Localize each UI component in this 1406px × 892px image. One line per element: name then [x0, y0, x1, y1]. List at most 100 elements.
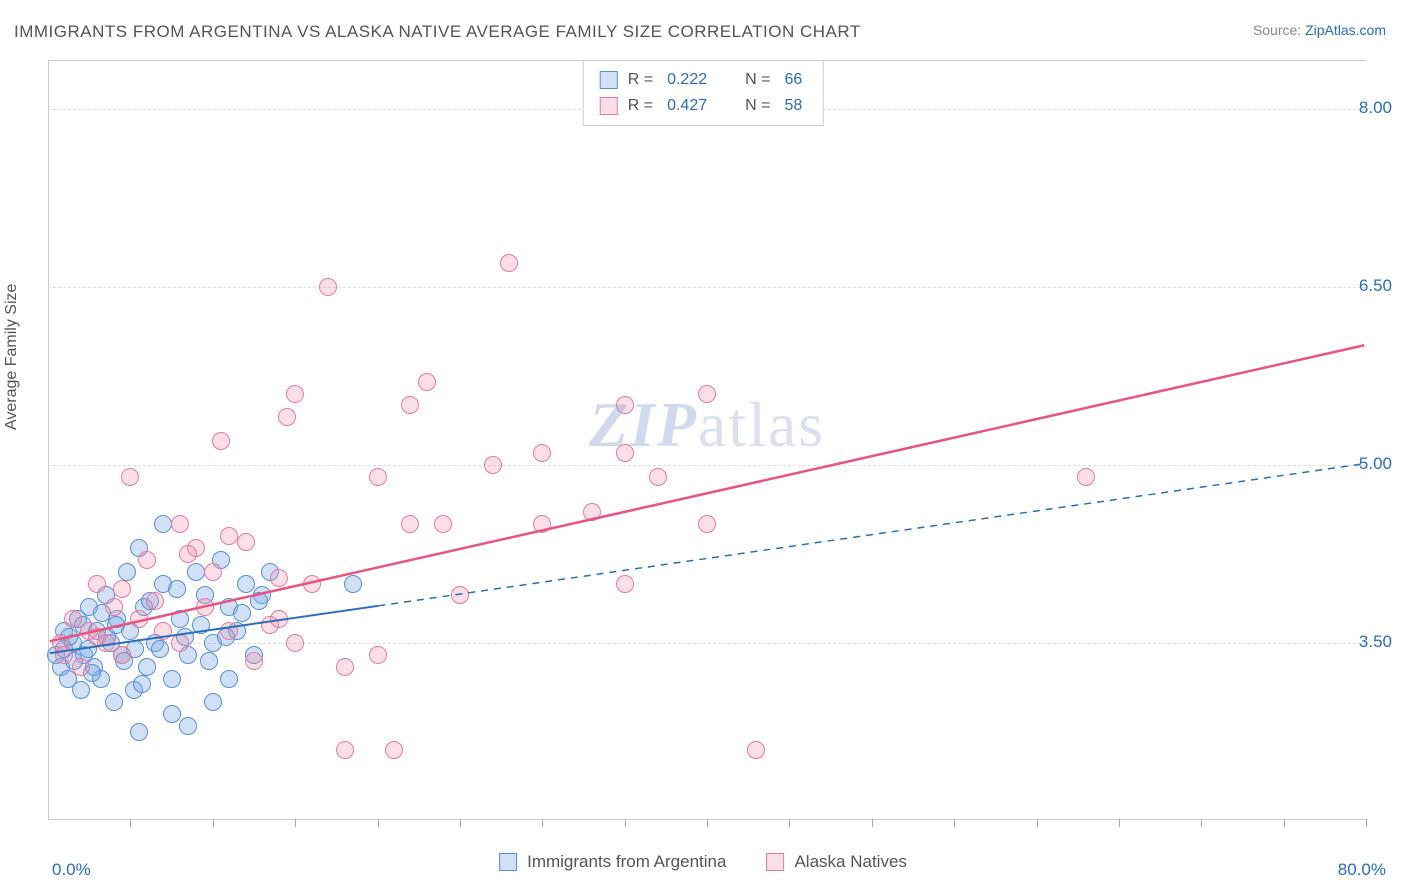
data-point-alaska — [171, 634, 189, 652]
x-tick — [1119, 819, 1120, 827]
data-point-alaska — [113, 580, 131, 598]
data-point-alaska — [237, 533, 255, 551]
data-point-argentina — [130, 723, 148, 741]
data-point-alaska — [533, 515, 551, 533]
data-point-alaska — [261, 616, 279, 634]
data-point-alaska — [616, 396, 634, 414]
data-point-argentina — [118, 563, 136, 581]
data-point-alaska — [245, 652, 263, 670]
data-point-alaska — [196, 598, 214, 616]
gridline — [48, 465, 1366, 466]
data-point-alaska — [121, 468, 139, 486]
data-point-alaska — [533, 444, 551, 462]
data-point-alaska — [113, 646, 131, 664]
data-point-argentina — [151, 640, 169, 658]
data-point-alaska — [1077, 468, 1095, 486]
data-point-alaska — [72, 658, 90, 676]
data-point-alaska — [171, 515, 189, 533]
x-tick — [378, 819, 379, 827]
legend-n-value-alaska: 58 — [784, 97, 802, 115]
x-tick — [625, 819, 626, 827]
data-point-alaska — [88, 575, 106, 593]
legend-n-label: N = — [745, 97, 770, 115]
data-point-argentina — [72, 681, 90, 699]
data-point-alaska — [385, 741, 403, 759]
chart-title: IMMIGRANTS FROM ARGENTINA VS ALASKA NATI… — [14, 22, 861, 42]
x-tick — [872, 819, 873, 827]
legend-item-argentina: Immigrants from Argentina — [499, 852, 726, 872]
data-point-alaska — [698, 385, 716, 403]
data-point-argentina — [250, 592, 268, 610]
y-tick-label: 6.50 — [1359, 276, 1392, 296]
data-point-alaska — [583, 503, 601, 521]
data-point-alaska — [500, 254, 518, 272]
data-point-alaska — [336, 658, 354, 676]
data-point-alaska — [319, 278, 337, 296]
data-point-argentina — [163, 670, 181, 688]
source-attribution: Source: ZipAtlas.com — [1253, 22, 1386, 38]
data-point-alaska — [401, 515, 419, 533]
data-point-argentina — [154, 515, 172, 533]
legend-label-alaska: Alaska Natives — [794, 852, 906, 872]
x-tick — [789, 819, 790, 827]
data-point-argentina — [168, 580, 186, 598]
data-point-argentina — [237, 575, 255, 593]
watermark-zip: ZIP — [589, 389, 698, 460]
data-point-alaska — [616, 575, 634, 593]
trendline-dashed-argentina — [378, 464, 1364, 606]
data-point-alaska — [336, 741, 354, 759]
legend-r-value-alaska: 0.427 — [667, 97, 707, 115]
y-axis-label: Average Family Size — [3, 284, 21, 430]
data-point-alaska — [55, 646, 73, 664]
data-point-alaska — [698, 515, 716, 533]
data-point-argentina — [200, 652, 218, 670]
legend-row-argentina: R =0.222N =66 — [600, 67, 807, 93]
data-point-argentina — [344, 575, 362, 593]
legend-swatch-alaska — [766, 853, 784, 871]
x-axis-max-label: 80.0% — [1338, 860, 1386, 880]
x-tick — [1037, 819, 1038, 827]
data-point-alaska — [303, 575, 321, 593]
data-point-alaska — [204, 563, 222, 581]
data-point-alaska — [270, 569, 288, 587]
x-tick — [954, 819, 955, 827]
legend-n-value-argentina: 66 — [784, 71, 802, 89]
data-point-argentina — [171, 610, 189, 628]
data-point-argentina — [138, 658, 156, 676]
source-prefix: Source: — [1253, 22, 1305, 38]
x-tick — [130, 819, 131, 827]
data-point-alaska — [179, 545, 197, 563]
data-point-argentina — [105, 693, 123, 711]
source-link[interactable]: ZipAtlas.com — [1305, 22, 1386, 38]
data-point-alaska — [369, 468, 387, 486]
data-point-alaska — [154, 622, 172, 640]
data-point-alaska — [146, 592, 164, 610]
x-tick — [460, 819, 461, 827]
trend-lines — [48, 61, 1366, 819]
data-point-alaska — [130, 610, 148, 628]
data-point-argentina — [192, 616, 210, 634]
legend-label-argentina: Immigrants from Argentina — [527, 852, 726, 872]
data-point-alaska — [105, 598, 123, 616]
data-point-alaska — [212, 432, 230, 450]
correlation-legend: R =0.222N =66R =0.427N =58 — [583, 60, 824, 126]
y-axis-line — [48, 61, 49, 819]
data-point-alaska — [88, 628, 106, 646]
data-point-argentina — [179, 717, 197, 735]
data-point-alaska — [64, 610, 82, 628]
data-point-alaska — [747, 741, 765, 759]
gridline — [48, 643, 1366, 644]
legend-r-label: R = — [628, 97, 653, 115]
gridline — [48, 287, 1366, 288]
legend-r-label: R = — [628, 71, 653, 89]
x-axis-min-label: 0.0% — [52, 860, 91, 880]
data-point-alaska — [401, 396, 419, 414]
y-tick-label: 5.00 — [1359, 454, 1392, 474]
data-point-alaska — [138, 551, 156, 569]
x-tick — [295, 819, 296, 827]
legend-swatch-alaska — [600, 97, 618, 115]
legend-n-label: N = — [745, 71, 770, 89]
x-tick — [1201, 819, 1202, 827]
data-point-alaska — [220, 527, 238, 545]
data-point-alaska — [286, 634, 304, 652]
